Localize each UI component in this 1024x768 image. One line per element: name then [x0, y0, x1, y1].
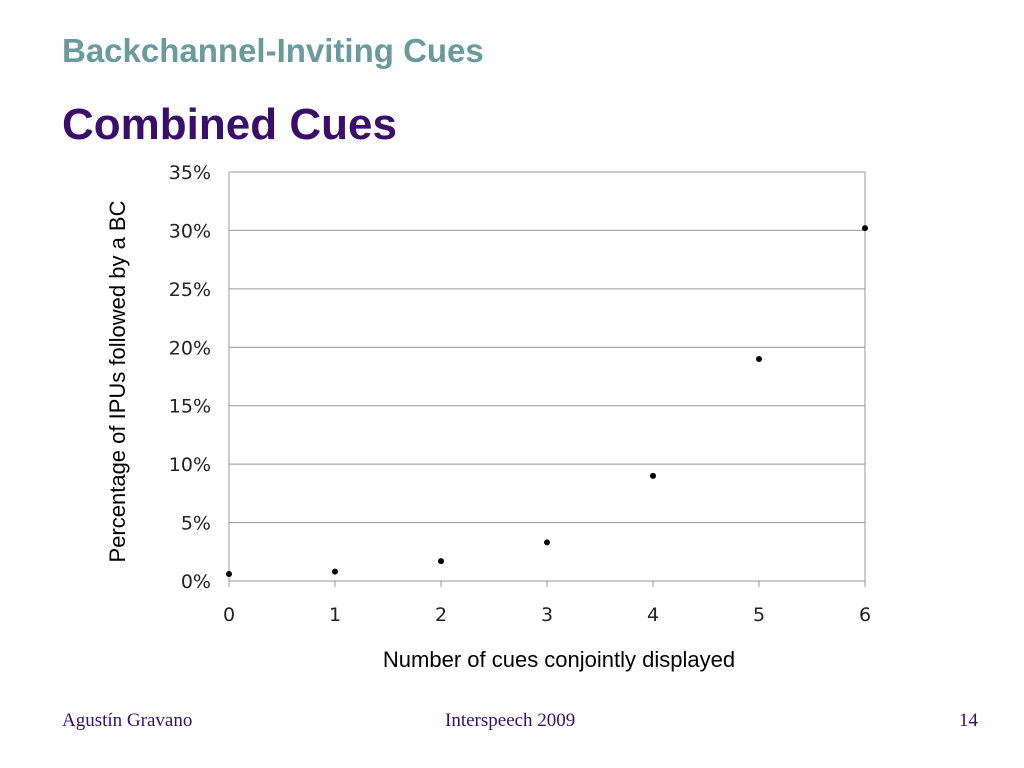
x-tick-labels: 0 1 2 3 4 5 6	[223, 604, 871, 626]
data-point	[438, 558, 444, 565]
x-tick-label: 2	[435, 604, 447, 626]
y-axis-label: Percentage of IPUs followed by a BC	[105, 200, 130, 562]
x-tick-label: 4	[647, 604, 659, 626]
gridlines	[228, 171, 866, 587]
y-tick-label: 35%	[169, 162, 211, 184]
data-point	[756, 355, 762, 362]
x-tick-label: 3	[541, 604, 553, 626]
slide-title: Combined Cues	[62, 100, 397, 149]
section-title: Backchannel-Inviting Cues	[62, 32, 484, 69]
footer-author: Agustín Gravano	[62, 710, 193, 731]
data-points	[226, 225, 868, 577]
y-tick-label: 5%	[181, 513, 211, 535]
y-tick-label: 15%	[169, 396, 211, 418]
x-tick-label: 5	[753, 604, 765, 626]
data-point	[544, 539, 550, 546]
data-point	[650, 472, 656, 479]
y-tick-label: 10%	[169, 454, 211, 476]
data-point	[862, 225, 868, 232]
x-axis-label: Number of cues conjointly displayed	[383, 647, 735, 672]
y-tick-label: 30%	[169, 220, 211, 242]
y-tick-label: 25%	[169, 279, 211, 301]
data-point	[332, 568, 338, 575]
footer-page-number: 14	[959, 710, 978, 731]
data-point	[226, 570, 232, 577]
y-tick-label: 20%	[169, 337, 211, 359]
footer-venue: Interspeech 2009	[445, 710, 576, 731]
y-tick-label: 0%	[181, 571, 211, 593]
x-tick-label: 0	[223, 604, 235, 626]
x-tick-label: 6	[859, 604, 871, 626]
y-tick-labels: 0% 5% 10% 15% 20% 25% 30% 35%	[169, 162, 211, 593]
x-tick-label: 1	[329, 604, 341, 626]
